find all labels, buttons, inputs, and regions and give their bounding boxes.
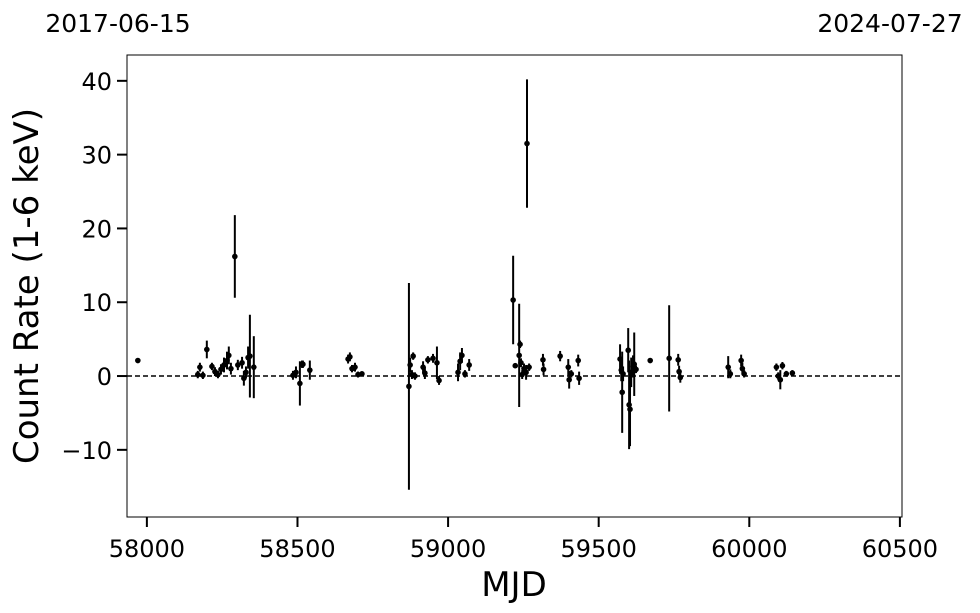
data-point <box>633 366 639 373</box>
data-point <box>783 371 790 377</box>
data-point <box>565 364 572 370</box>
data-point <box>239 359 245 366</box>
data-point <box>297 380 303 387</box>
data-point <box>568 371 575 377</box>
data-point <box>540 366 547 373</box>
data-point <box>627 406 633 413</box>
data-point <box>741 371 747 377</box>
y-tick-label: 0 <box>97 363 112 391</box>
data-point <box>226 352 232 359</box>
y-tick-label: 20 <box>81 215 112 243</box>
data-point <box>625 347 632 354</box>
data-point <box>410 353 416 359</box>
x-tick-label: 58000 <box>109 535 185 563</box>
data-point <box>512 362 519 369</box>
y-tick-label: −10 <box>61 437 112 465</box>
data-point <box>204 346 210 353</box>
data-point <box>523 369 529 376</box>
x-tick-label: 58500 <box>259 535 335 563</box>
data-point <box>566 376 572 383</box>
data-point <box>307 367 313 373</box>
data-point <box>675 357 682 363</box>
y-tick-label: 10 <box>81 289 112 317</box>
data-point <box>517 341 523 348</box>
data-point <box>251 364 257 370</box>
data-point <box>777 376 784 383</box>
data-point <box>228 365 234 372</box>
data-point <box>218 366 224 373</box>
data-point <box>135 357 141 364</box>
data-point <box>347 354 353 360</box>
data-point <box>235 362 241 368</box>
data-point <box>407 362 413 368</box>
data-point <box>727 371 734 377</box>
data-point <box>425 357 431 363</box>
data-point <box>510 297 516 303</box>
data-point <box>247 353 253 359</box>
data-point <box>455 369 461 376</box>
data-point <box>459 352 465 359</box>
data-point <box>516 352 522 359</box>
x-tick-label: 60500 <box>862 535 938 563</box>
data-point <box>647 357 653 364</box>
data-point <box>575 357 582 364</box>
data-point <box>466 362 472 368</box>
y-tick-label: 30 <box>81 142 112 170</box>
data-point <box>422 370 428 376</box>
data-point <box>406 383 412 390</box>
data-point <box>232 253 238 260</box>
data-point <box>779 362 786 369</box>
y-axis-label: Count Rate (1-6 keV) <box>7 108 47 464</box>
data-point <box>620 371 626 377</box>
data-point <box>200 372 206 379</box>
data-point <box>540 357 546 363</box>
top-left-label: 2017-06-15 <box>45 9 190 38</box>
x-tick-label: 59500 <box>561 535 637 563</box>
data-point <box>725 364 732 370</box>
data-point <box>462 371 468 377</box>
data-point <box>738 357 744 364</box>
data-point <box>194 371 201 378</box>
data-point <box>197 364 203 370</box>
data-point <box>412 373 418 379</box>
plot-frame <box>126 54 903 518</box>
data-point <box>221 362 227 368</box>
top-right-label: 2024-07-27 <box>817 9 962 38</box>
data-point <box>352 364 358 370</box>
data-point <box>359 371 365 377</box>
x-axis-label: MJD <box>481 565 547 605</box>
data-point <box>631 361 638 368</box>
data-point <box>677 374 684 381</box>
data-point <box>557 353 563 359</box>
data-point <box>243 369 249 376</box>
data-point <box>524 140 530 147</box>
data-point <box>666 355 672 362</box>
data-point <box>518 359 524 366</box>
data-point <box>789 370 796 376</box>
data-point <box>209 363 215 370</box>
data-point <box>526 364 532 370</box>
data-point <box>215 371 221 378</box>
data-point <box>773 364 780 370</box>
data-point <box>430 355 436 362</box>
data-point <box>739 365 746 372</box>
y-tick-label: 40 <box>81 68 112 96</box>
data-point <box>300 361 306 368</box>
x-tick-label: 59000 <box>410 535 486 563</box>
data-point <box>436 377 442 384</box>
data-point <box>619 389 625 396</box>
data-point <box>434 359 440 366</box>
x-tick-label: 60000 <box>711 535 787 563</box>
data-point <box>293 369 299 376</box>
data-point <box>576 375 582 382</box>
